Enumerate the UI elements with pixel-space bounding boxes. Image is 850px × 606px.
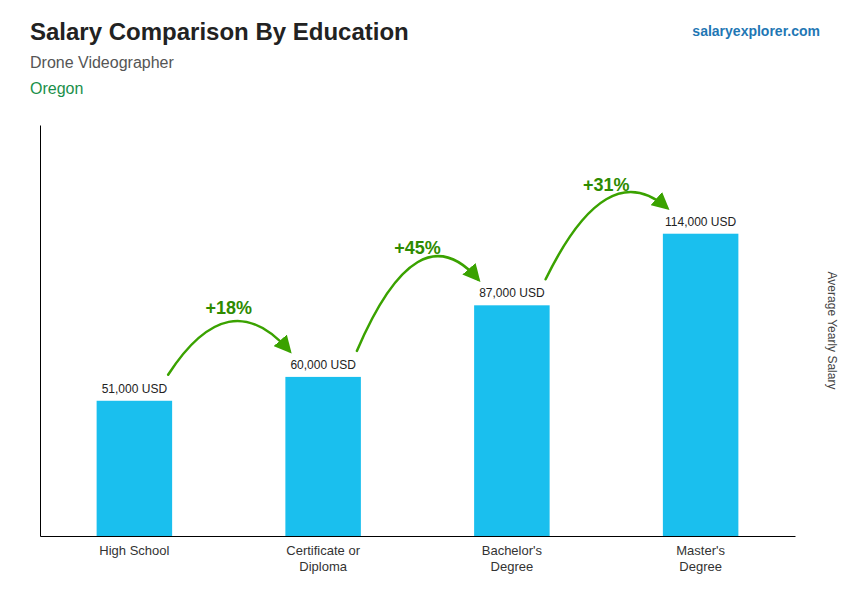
bar: [97, 401, 173, 536]
data-label: 114,000 USD: [665, 215, 736, 229]
x-tick-label-line: Diploma: [299, 559, 347, 574]
bar: [663, 234, 739, 536]
x-tick-label: High School: [99, 543, 169, 558]
x-tick-label-line: Certificate or: [286, 543, 360, 558]
x-axis-line: [41, 536, 796, 537]
data-labels: 51,000 USD 60,000 USD 87,000 USD 114,000 US…: [102, 215, 737, 396]
title: Salary Comparison By Education: [30, 18, 409, 45]
subtitle: Drone Videographer: [30, 54, 174, 71]
change-label: +18%: [205, 298, 252, 318]
bar: [285, 377, 361, 536]
data-label: 87,000 USD: [479, 286, 545, 300]
bar: [474, 305, 550, 536]
x-tick: Master'sDegree: [676, 536, 725, 574]
x-tick: Bachelor'sDegree: [482, 536, 543, 574]
change-label: +45%: [394, 238, 441, 258]
x-tick-label-line: Degree: [679, 559, 722, 574]
change-label: +31%: [583, 175, 630, 195]
x-tick-label-line: Bachelor's: [482, 543, 543, 558]
change-arrow: [546, 192, 667, 279]
x-tick-label: Bachelor'sDegree: [482, 543, 543, 574]
bars: [97, 234, 739, 536]
x-tick-label-line: Master's: [676, 543, 725, 558]
plot: High School Certificate orDiploma Bachelor…: [41, 126, 796, 574]
x-tick-label: Master'sDegree: [676, 543, 725, 574]
header-note: salaryexplorer.com: [692, 23, 820, 39]
change-arrow: [357, 256, 478, 351]
change-arrows: +18% +45% +31%: [168, 175, 667, 375]
x-tick: High School: [99, 536, 169, 558]
x-tick-label-line: Degree: [491, 559, 534, 574]
x-tick: Certificate orDiploma: [286, 536, 360, 574]
x-tick-label-line: High School: [99, 543, 169, 558]
y-axis-line: [40, 126, 41, 537]
x-tick-label: Certificate orDiploma: [286, 543, 360, 574]
header-note: Oregon: [30, 80, 83, 97]
data-label: 60,000 USD: [290, 358, 356, 372]
data-label: 51,000 USD: [102, 382, 168, 396]
y-axis: [40, 126, 41, 537]
y-axis-title: Average Yearly Salary: [825, 272, 839, 390]
chart: Salary Comparison By Education Drone Vide…: [0, 0, 850, 606]
change-arrow: [168, 321, 289, 375]
x-axis: High School Certificate orDiploma Bachelor…: [41, 536, 796, 574]
